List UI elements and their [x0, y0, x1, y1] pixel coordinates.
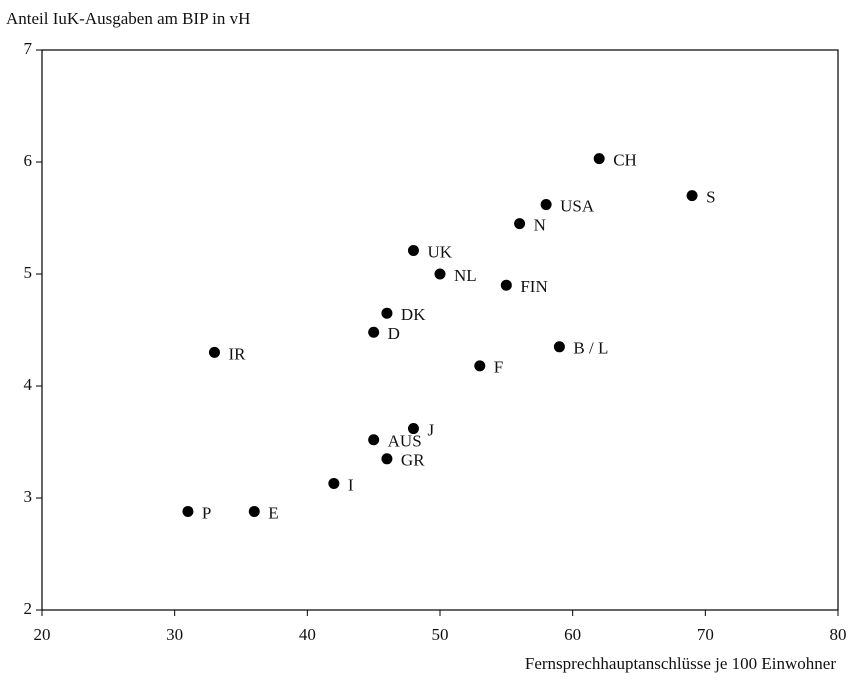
y-tick-label: 4 — [24, 375, 33, 394]
y-tick-label: 6 — [24, 151, 33, 170]
point — [686, 190, 698, 202]
x-axis-label: Fernsprechhauptanschlüsse je 100 Einwohn… — [525, 654, 836, 673]
y-tick-label: 7 — [24, 39, 33, 58]
point — [407, 423, 419, 435]
point-label: CH — [613, 151, 637, 170]
point — [593, 153, 605, 165]
point-label: IR — [228, 344, 246, 363]
x-tick-label: 20 — [34, 625, 51, 644]
point — [328, 477, 340, 489]
point-label: AUS — [388, 432, 422, 451]
point — [407, 244, 419, 256]
point-label: P — [202, 503, 211, 522]
y-tick-label: 3 — [24, 487, 33, 506]
point-label: I — [348, 475, 354, 494]
x-tick-label: 70 — [697, 625, 714, 644]
point-label: F — [494, 358, 503, 377]
plot-frame — [41, 49, 839, 611]
point-label: GR — [401, 451, 425, 470]
x-tick-label: 80 — [830, 625, 847, 644]
point — [500, 279, 512, 291]
x-tick-label: 60 — [564, 625, 581, 644]
point — [540, 199, 552, 211]
point-label: USA — [560, 196, 595, 215]
y-tick-label: 5 — [24, 263, 33, 282]
point-label: E — [268, 503, 278, 522]
point — [553, 341, 565, 353]
point — [514, 218, 526, 230]
point — [182, 505, 194, 517]
point — [474, 360, 486, 372]
point-label: NL — [454, 266, 477, 285]
point-label: J — [427, 420, 434, 439]
point — [381, 307, 393, 319]
x-tick-label: 40 — [299, 625, 316, 644]
point-label: N — [534, 216, 546, 235]
chart-title: Anteil IuK-Ausgaben am BIP in vH — [6, 9, 250, 28]
x-tick-label: 50 — [432, 625, 449, 644]
point-label: UK — [427, 242, 452, 261]
point — [381, 453, 393, 465]
point-label: DK — [401, 305, 426, 324]
point-label: B / L — [573, 339, 608, 358]
x-tick-label: 30 — [166, 625, 183, 644]
point — [248, 505, 260, 517]
point — [368, 434, 380, 446]
y-tick-label: 2 — [24, 599, 33, 618]
point — [368, 326, 380, 338]
point-label: FIN — [520, 277, 547, 296]
point — [434, 268, 446, 280]
point — [208, 346, 220, 358]
point-label: D — [388, 324, 400, 343]
point-label: S — [706, 188, 715, 207]
